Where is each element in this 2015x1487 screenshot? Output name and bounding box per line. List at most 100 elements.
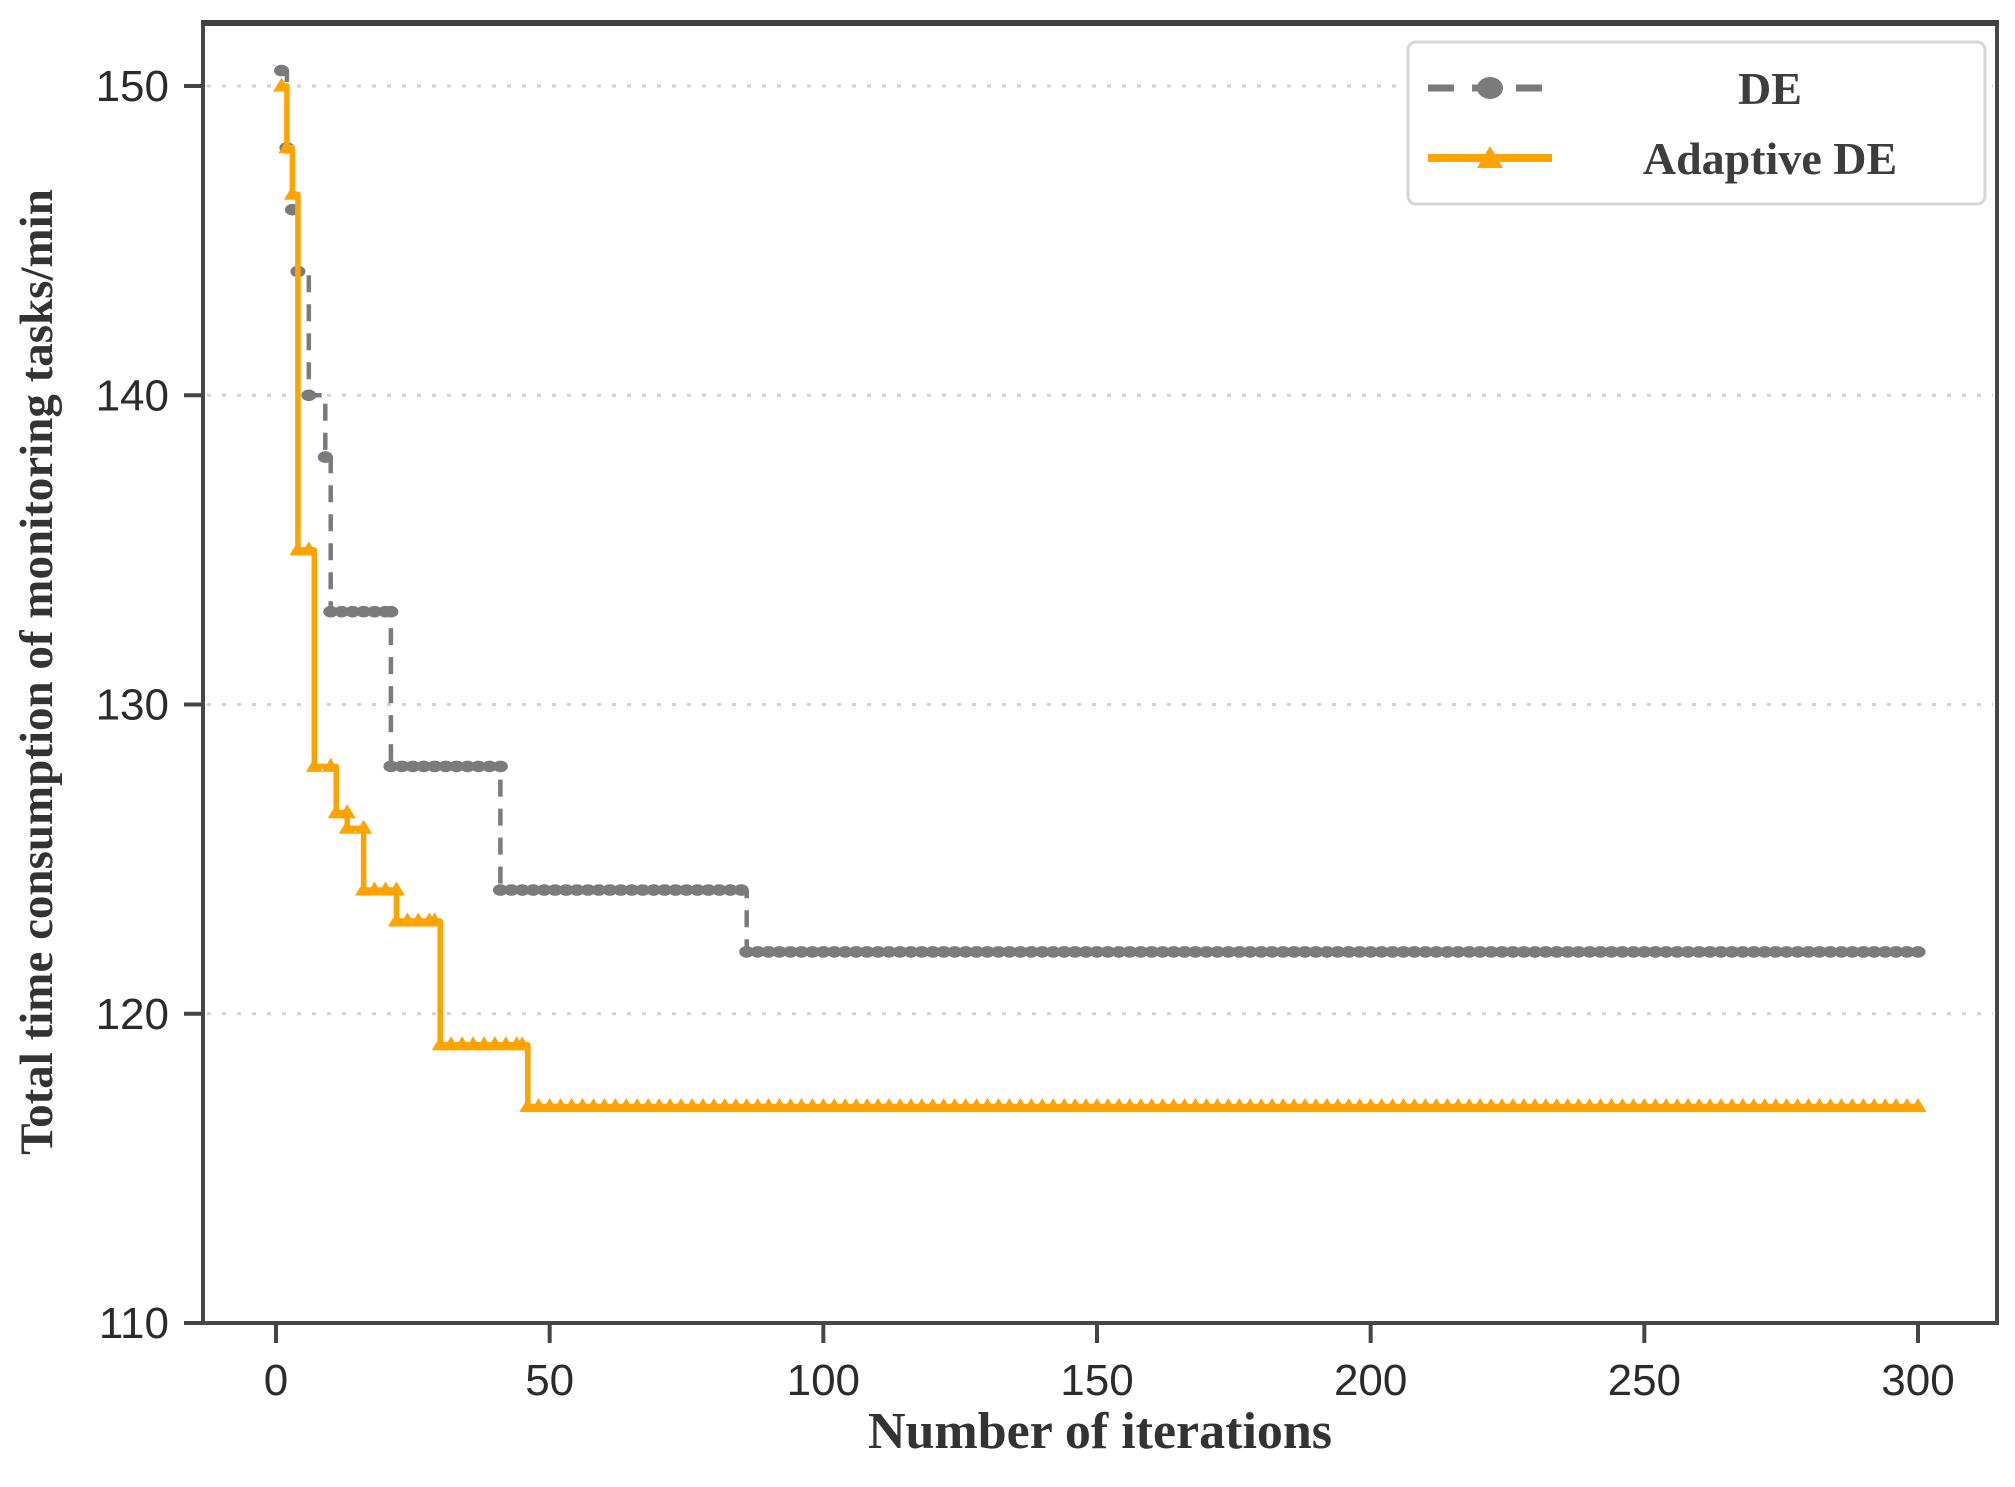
adaptive-de-marker [1000, 1098, 1018, 1112]
de-marker [1538, 946, 1554, 958]
adaptive-de-marker [1821, 1098, 1839, 1112]
series-de [274, 64, 1926, 958]
adaptive-de-marker [913, 1098, 931, 1112]
adaptive-de-marker [617, 1098, 635, 1112]
adaptive-de-marker [1712, 1098, 1730, 1112]
de-marker [383, 760, 399, 773]
adaptive-de-marker [858, 1098, 876, 1112]
legend-item-adaptive-de[interactable]: Adaptive DE [1428, 133, 1897, 184]
y-tick-label-130: 130 [96, 681, 169, 730]
de-marker-sample [1477, 77, 1503, 99]
adaptive-de-marker [880, 1098, 898, 1112]
adaptive-de-marker [1252, 1098, 1270, 1112]
adaptive-de-marker [1832, 1098, 1850, 1112]
adaptive-de-marker [1876, 1098, 1894, 1112]
de-marker [761, 946, 777, 958]
adaptive-de-marker [1208, 1098, 1226, 1112]
de-marker [624, 884, 640, 896]
de-marker [569, 884, 585, 896]
de-marker [449, 760, 465, 773]
de-marker [1297, 946, 1313, 958]
de-marker [1461, 946, 1477, 958]
data-series [273, 64, 1927, 1112]
adaptive-de-marker [1088, 1098, 1106, 1112]
adaptive-de-marker [1066, 1098, 1084, 1112]
axes [184, 20, 1999, 1343]
de-marker [1286, 946, 1302, 958]
adaptive-de-marker [1384, 1098, 1402, 1112]
de-marker [1505, 946, 1521, 958]
x-tick-label-250: 250 [1608, 1356, 1681, 1405]
de-marker [1439, 946, 1455, 958]
adaptive-de-marker [387, 881, 405, 896]
adaptive-de-marker [1603, 1098, 1620, 1112]
adaptive-de-marker [1143, 1098, 1161, 1112]
de-marker [1625, 946, 1641, 958]
adaptive-de-marker [1526, 1098, 1544, 1112]
de-marker [1199, 946, 1214, 958]
adaptive-de-marker [574, 1098, 591, 1112]
de-marker [536, 884, 552, 896]
adaptive-de-marker [541, 1098, 559, 1112]
adaptive-de-marker [639, 1098, 657, 1112]
adaptive-de-marker [1482, 1098, 1500, 1112]
adaptive-de-marker [300, 541, 318, 556]
adaptive-de-marker [1800, 1098, 1817, 1112]
de-marker [1275, 946, 1291, 958]
adaptive-de-marker [278, 139, 296, 154]
de-marker [733, 884, 749, 896]
adaptive-de-marker [1504, 1098, 1522, 1112]
adaptive-de-marker [552, 1098, 570, 1112]
adaptive-de-marker [705, 1098, 723, 1112]
adaptive-de-marker [1613, 1098, 1631, 1112]
de-marker [1768, 946, 1784, 958]
de-marker [1253, 946, 1269, 958]
adaptive-de-marker [1624, 1098, 1642, 1112]
de-marker [1034, 946, 1050, 958]
de-marker [870, 946, 886, 958]
de-marker [1790, 946, 1806, 958]
adaptive-de-marker [1898, 1098, 1916, 1112]
de-marker [602, 884, 618, 896]
adaptive-de-marker [1044, 1098, 1062, 1112]
adaptive-de-marker [1723, 1098, 1741, 1112]
de-marker [1844, 946, 1860, 958]
adaptive-de-marker [1767, 1098, 1785, 1112]
adaptive-de-marker [1690, 1098, 1708, 1112]
de-marker [1308, 946, 1324, 958]
de-marker [772, 946, 787, 958]
adaptive-de-marker [585, 1098, 602, 1112]
adaptive-de-marker [946, 1098, 964, 1112]
de-marker [1242, 946, 1258, 958]
de-marker [1527, 946, 1543, 958]
de-marker [1724, 946, 1740, 958]
de-marker [492, 760, 508, 773]
legend-item-de[interactable]: DE [1428, 63, 1802, 114]
legend[interactable]: DE Adaptive DE [1406, 40, 1987, 206]
adaptive-de-marker [283, 185, 301, 200]
de-marker [613, 884, 629, 896]
de-marker [1450, 946, 1466, 958]
adaptive-de-marker [1460, 1098, 1478, 1112]
de-marker [1056, 946, 1072, 958]
adaptive-de-marker [322, 757, 340, 772]
adaptive-de-marker [1077, 1098, 1095, 1112]
de-marker [274, 64, 289, 77]
gridlines [207, 84, 1993, 1016]
adaptive-de-marker [1734, 1098, 1752, 1112]
adaptive-de-marker [409, 912, 427, 927]
y-axis-title: Total time consumption of monitoring tas… [11, 189, 63, 1155]
adaptive-de-marker [355, 881, 373, 896]
de-marker [1866, 946, 1882, 958]
adaptive-de-marker [1493, 1098, 1511, 1112]
adaptive-de-marker [1657, 1098, 1675, 1112]
adaptive-de-marker [847, 1098, 865, 1112]
de-marker [1801, 946, 1816, 958]
adaptive-de-marker [869, 1098, 887, 1112]
de-marker [345, 605, 361, 618]
adaptive-de-marker [749, 1098, 767, 1112]
adaptive-de-marker-sample [1477, 146, 1503, 168]
adaptive-de-marker [1011, 1098, 1029, 1112]
adaptive-de-marker [1789, 1098, 1807, 1112]
adaptive-de-marker [672, 1098, 690, 1112]
